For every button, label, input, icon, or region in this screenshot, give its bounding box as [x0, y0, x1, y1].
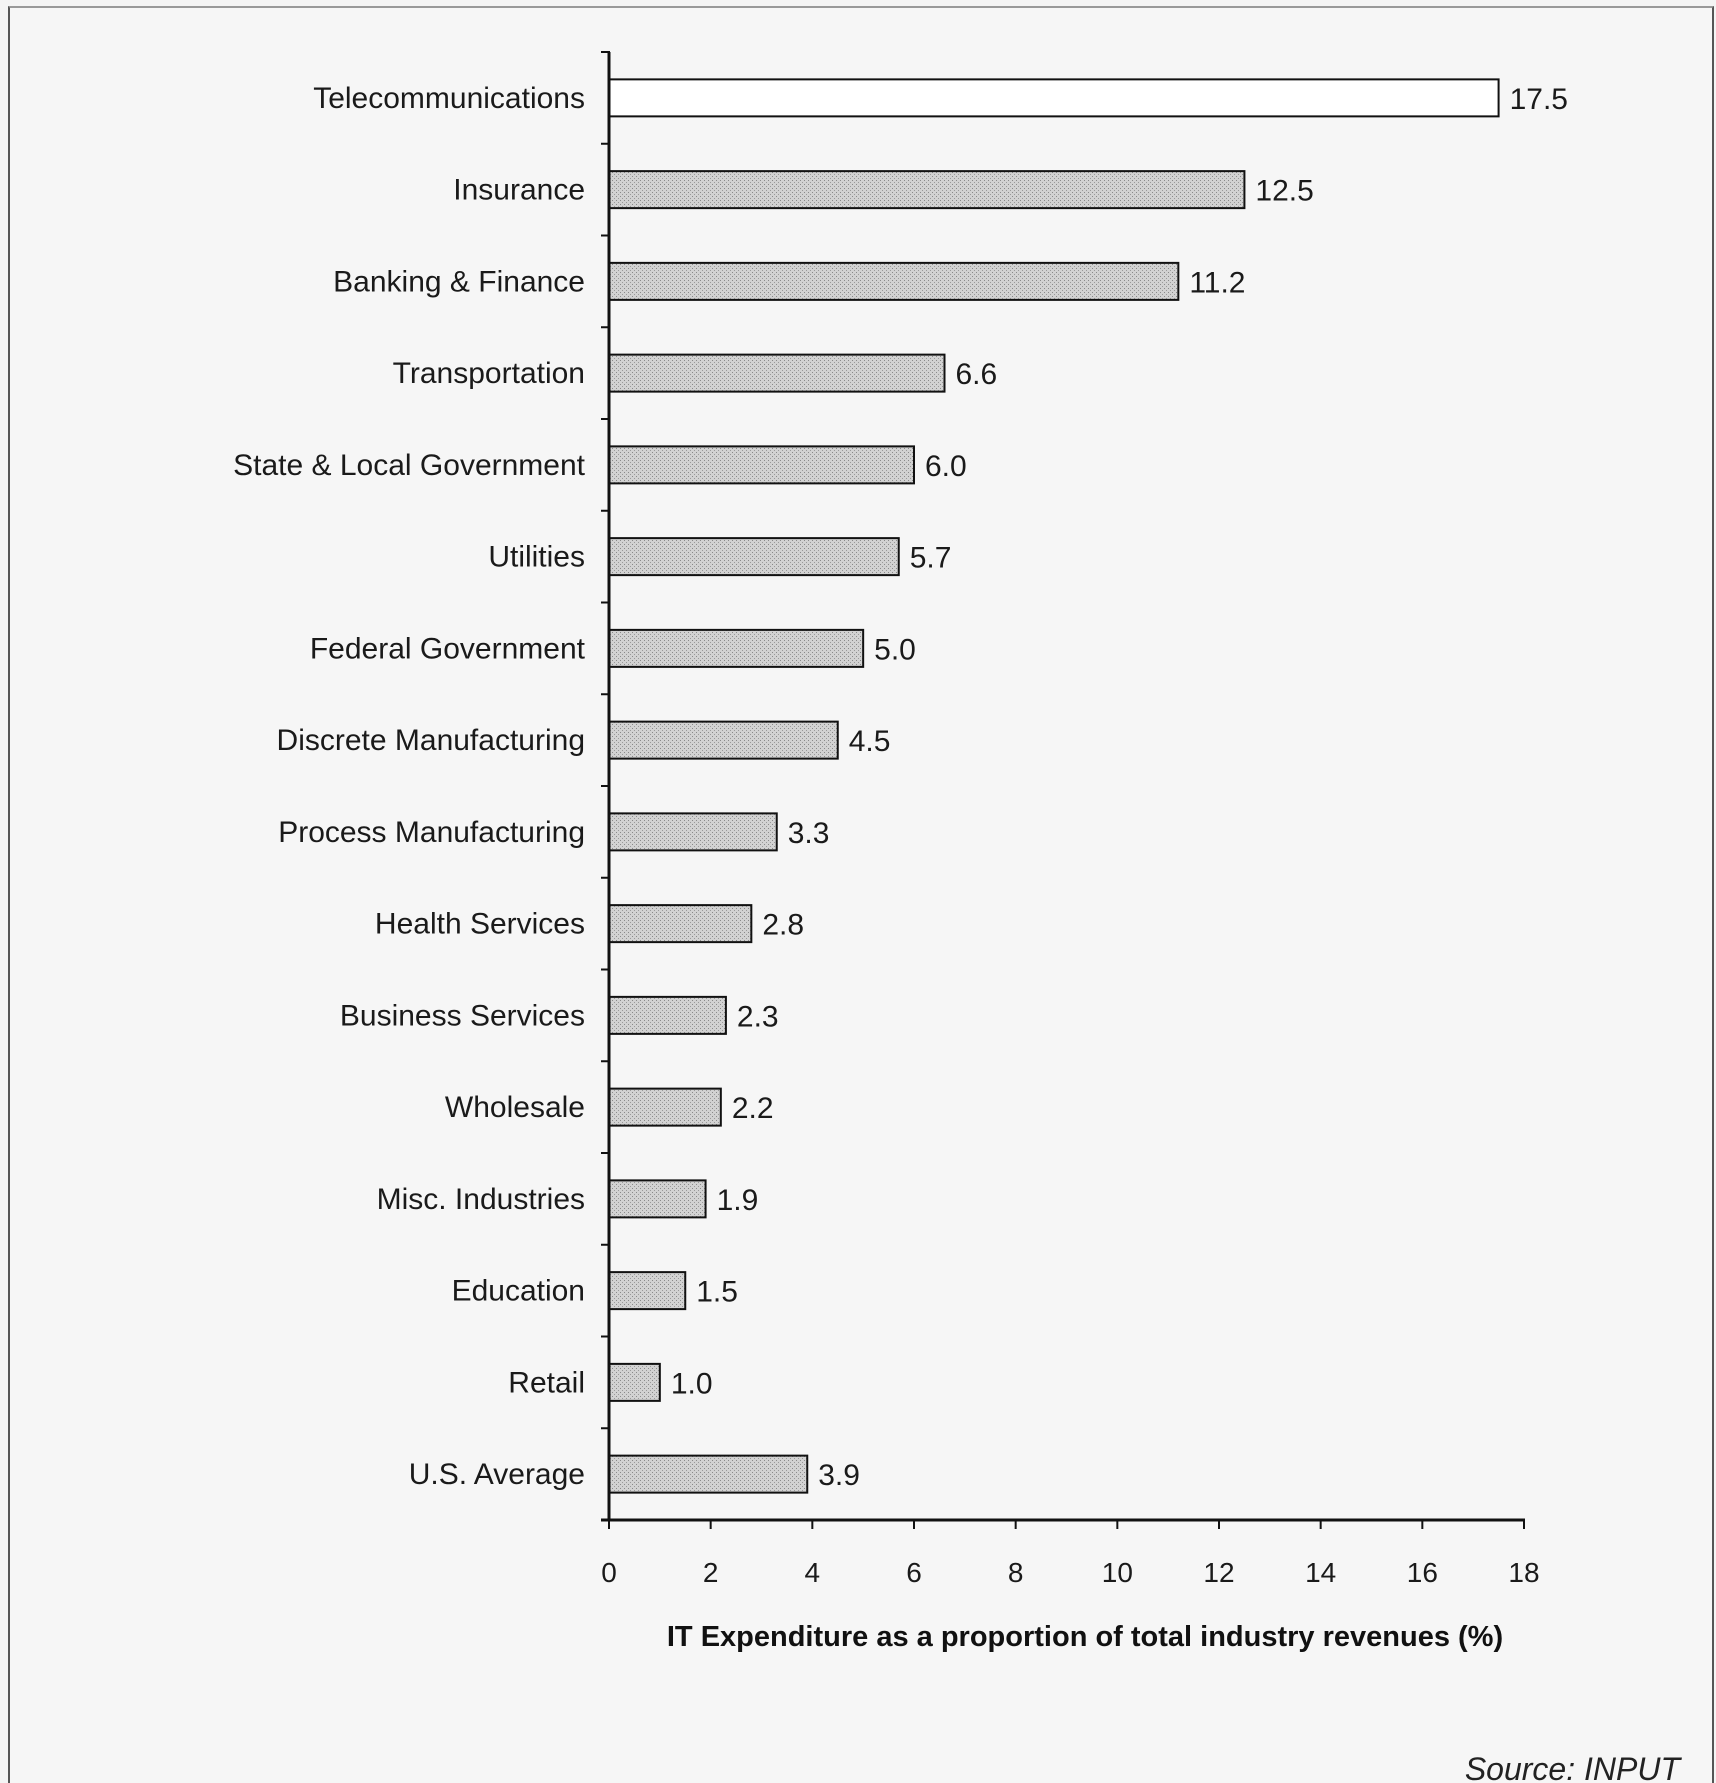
category-label: Retail [508, 1366, 585, 1399]
axis-layer: 0 2 4 6 8 10 12 14 16 18 [601, 51, 1540, 1588]
category-label: Transportation [393, 357, 585, 390]
value-label: 3.3 [788, 817, 830, 850]
x-tick-label: 0 [601, 1557, 617, 1588]
value-label: 3.9 [818, 1459, 860, 1492]
bar [608, 904, 753, 944]
value-label: 6.6 [956, 358, 998, 391]
x-tick-label: 16 [1407, 1557, 1438, 1588]
bar [608, 1087, 722, 1127]
bar [608, 261, 1180, 301]
x-tick-label: 2 [703, 1557, 719, 1588]
value-label: 1.9 [717, 1184, 759, 1217]
category-label: Health Services [375, 908, 585, 941]
value-label: 5.0 [874, 633, 916, 666]
bar [608, 445, 915, 485]
value-label: 12.5 [1255, 175, 1313, 208]
value-label: 1.0 [671, 1367, 713, 1400]
value-label: 11.2 [1189, 266, 1245, 299]
bar [608, 995, 727, 1035]
category-label: Discrete Manufacturing [277, 724, 585, 757]
bar [608, 628, 865, 668]
source-note: Source: INPUT [1465, 1751, 1683, 1783]
bar [608, 812, 778, 852]
value-label: 17.5 [1510, 83, 1568, 116]
value-label: 2.2 [732, 1092, 774, 1125]
value-label: 5.7 [910, 542, 952, 575]
bars-layer: Telecommunications 17.5 Insurance 12.5 Banki… [233, 78, 1568, 1494]
value-label: 2.3 [737, 1000, 779, 1033]
bar [608, 170, 1246, 210]
x-tick-label: 14 [1305, 1557, 1336, 1588]
bar [608, 1362, 661, 1402]
value-label: 1.5 [696, 1276, 738, 1309]
bar [608, 537, 900, 577]
category-label: Business Services [340, 999, 585, 1032]
value-label: 2.8 [762, 909, 804, 942]
bar [608, 720, 839, 760]
category-label: Utilities [488, 541, 585, 574]
x-tick-label: 6 [906, 1557, 922, 1588]
category-label: Wholesale [445, 1091, 585, 1124]
x-tick-label: 8 [1008, 1557, 1024, 1588]
x-tick-label: 4 [805, 1557, 821, 1588]
category-label: State & Local Government [233, 449, 586, 482]
category-label: U.S. Average [409, 1458, 585, 1491]
x-tick-label: 12 [1203, 1557, 1234, 1588]
category-label: Misc. Industries [377, 1183, 585, 1216]
x-tick-label: 10 [1102, 1557, 1133, 1588]
bar [608, 1454, 809, 1494]
value-label: 6.0 [925, 450, 967, 483]
bar [608, 78, 1500, 118]
category-label: Insurance [453, 174, 585, 207]
category-label: Banking & Finance [333, 265, 585, 298]
category-label: Federal Government [310, 632, 586, 665]
value-label: 4.5 [849, 725, 891, 758]
x-tick-label: 18 [1508, 1557, 1539, 1588]
chart-frame [8, 6, 1714, 1783]
x-axis-title: IT Expenditure as a proportion of total … [667, 1621, 1503, 1653]
category-label: Process Manufacturing [278, 816, 585, 849]
bar [608, 353, 946, 393]
bar [608, 1179, 707, 1219]
category-label: Education [452, 1275, 585, 1308]
category-label: Telecommunications [313, 82, 585, 115]
bar [608, 1271, 687, 1311]
